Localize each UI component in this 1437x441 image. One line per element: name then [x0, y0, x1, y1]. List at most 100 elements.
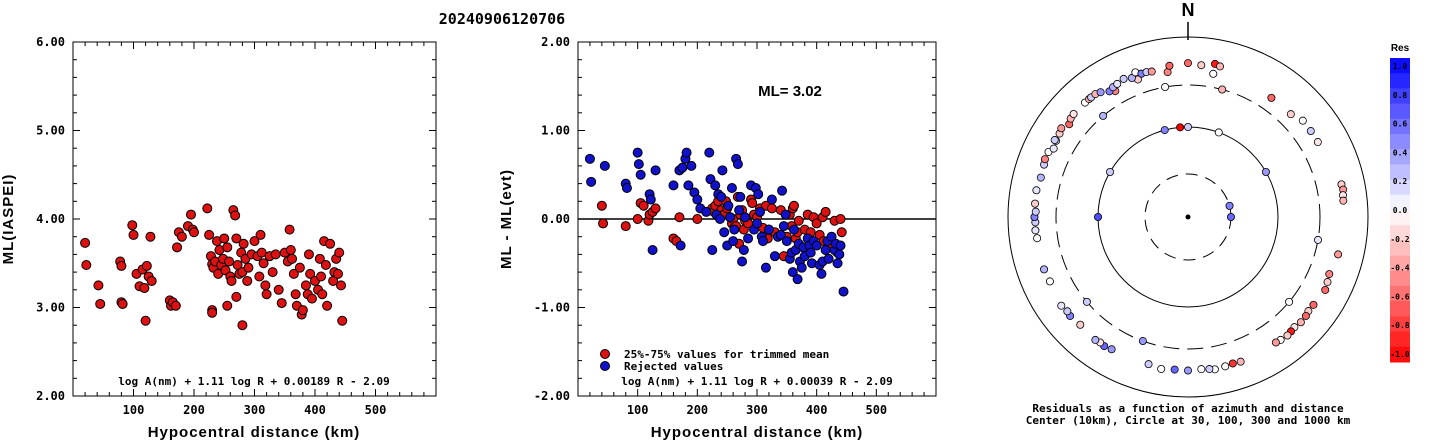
station-point [1032, 186, 1041, 195]
data-point [743, 233, 754, 244]
station-point [1309, 300, 1318, 309]
y-tick-label: 6.00 [36, 35, 65, 49]
data-point [753, 189, 764, 200]
station-point [1069, 110, 1078, 119]
colorbar-cell [1390, 225, 1410, 241]
station-point [1325, 270, 1334, 279]
data-point [707, 244, 718, 255]
y-tick-label: -2.00 [534, 389, 570, 403]
x-tick-label: 500 [365, 403, 387, 417]
formula-label: log A(nm) + 1.11 log R + 0.00039 R - 2.0… [621, 375, 893, 388]
data-point [231, 233, 242, 244]
colorbar-cell [1390, 118, 1410, 135]
station-point [1301, 311, 1310, 320]
data-point [95, 298, 106, 309]
data-point [238, 238, 249, 249]
data-point [729, 224, 740, 235]
legend-label-rejected: Rejected values [624, 360, 723, 373]
data-point [632, 214, 643, 224]
data-point [737, 256, 748, 267]
data-point [224, 256, 235, 267]
station-point [1049, 144, 1058, 153]
station-point [1197, 61, 1206, 70]
data-point [243, 262, 254, 273]
data-point [258, 258, 269, 269]
data-point [760, 262, 771, 273]
data-point [305, 268, 316, 279]
station-point [1267, 93, 1276, 102]
caption-line-2: Center (10km), Circle at 30, 100, 300 an… [1026, 414, 1351, 427]
data-point [719, 227, 730, 238]
data-point [294, 262, 305, 273]
data-point [710, 180, 721, 191]
colorbar-cell [1390, 103, 1410, 120]
station-point [1313, 138, 1322, 147]
data-point [267, 267, 278, 278]
data-point [306, 293, 317, 304]
data-point [766, 203, 777, 214]
epicenter-marker [1185, 214, 1191, 220]
data-point [276, 298, 287, 309]
data-point [674, 212, 685, 223]
data-point [838, 286, 849, 297]
data-point [317, 289, 328, 300]
x-tick-label: 300 [746, 403, 768, 417]
colorbar-cell [1390, 149, 1410, 165]
station-point [1176, 123, 1185, 132]
station-point [1225, 201, 1234, 210]
x-tick-label: 200 [183, 403, 205, 417]
plot-frame [72, 41, 437, 397]
data-point [140, 315, 151, 326]
data-point [285, 244, 296, 255]
y-tick-label: 2.00 [541, 35, 570, 49]
data-point [222, 242, 233, 253]
data-point [728, 236, 739, 247]
data-point [230, 210, 241, 221]
data-point [146, 275, 157, 286]
data-point [723, 200, 734, 211]
x-tick-label: 100 [627, 403, 649, 417]
data-points [80, 203, 348, 331]
x-axis-label: Hypocentral distance (km) [148, 424, 361, 441]
station-point [1214, 128, 1223, 137]
colorbar-tick-label: 0.4 [1393, 148, 1408, 157]
data-point [290, 289, 301, 300]
data-point [255, 229, 266, 240]
data-point [638, 200, 649, 211]
data-point [820, 206, 831, 217]
colorbar-cell [1390, 134, 1410, 150]
data-point [176, 231, 187, 242]
data-point [621, 183, 632, 194]
data-point [207, 307, 218, 318]
data-point [81, 260, 92, 271]
colorbar-cell [1390, 270, 1410, 287]
data-point [763, 224, 774, 235]
station-point [1094, 212, 1103, 221]
station-point [1261, 167, 1270, 176]
colorbar-cell [1390, 286, 1410, 302]
data-point [287, 253, 298, 264]
data-point [80, 237, 91, 248]
station-point [1334, 250, 1343, 259]
data-point [314, 253, 325, 264]
colorbar-labels: 1.0 0.8 0.6 0.4 0.2 0.0 -0.2 -0.4 -0.6 -0.8 -1.0 [1390, 62, 1409, 359]
y-tick-label: 0.00 [541, 212, 570, 226]
data-point [599, 160, 610, 171]
data-point [288, 268, 299, 279]
station-point [1147, 67, 1156, 76]
data-point [303, 249, 314, 260]
colorbar-tick-label: -0.4 [1390, 264, 1409, 273]
data-point [752, 218, 762, 229]
y-axis-label: ML(IASPEI) [0, 174, 17, 265]
station-point [1306, 127, 1315, 136]
station-points [1030, 59, 1348, 375]
legend-marker-trimmed [600, 349, 610, 359]
data-point [788, 200, 799, 211]
caption-line-1: Residuals as a function of azimuth and d… [1032, 402, 1344, 415]
data-point [835, 214, 846, 224]
data-point [204, 229, 215, 240]
data-point [778, 221, 789, 232]
colorbar-cells [1390, 58, 1410, 363]
station-point [1099, 111, 1108, 120]
data-point [677, 162, 688, 173]
